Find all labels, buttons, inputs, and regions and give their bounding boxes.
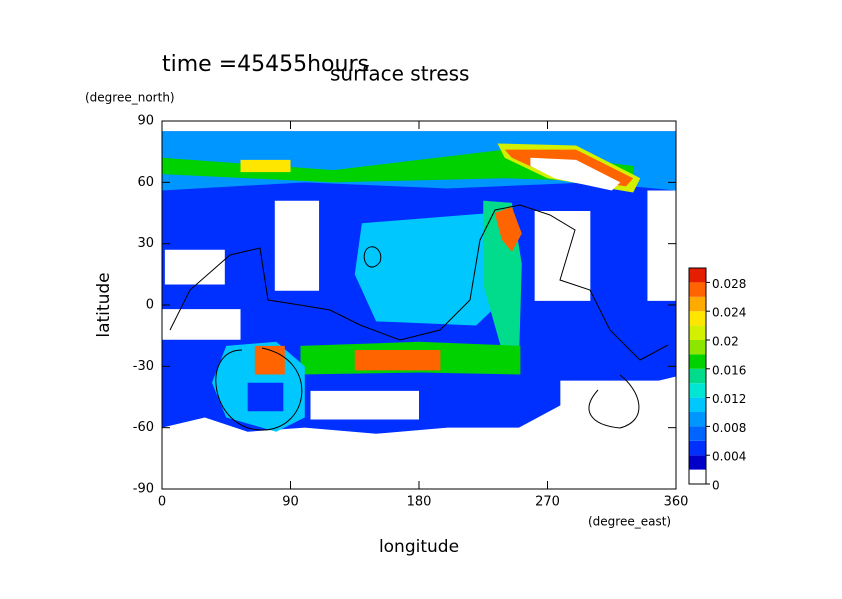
colorbar-tick-label: 0.004 — [712, 450, 746, 464]
contour-region — [494, 206, 522, 252]
contour-region — [560, 380, 676, 440]
contour-region — [310, 390, 419, 420]
contour-region — [647, 190, 676, 301]
colorbar-swatch — [689, 340, 706, 355]
colorbar-tick-label: 0 — [712, 479, 720, 493]
x-tick-label: 360 — [664, 495, 689, 510]
y-unit: (degree_north) — [85, 91, 175, 105]
colorbar-swatch — [689, 426, 706, 441]
colorbar-swatch — [689, 296, 706, 312]
colorbar-swatch — [689, 397, 706, 412]
x-axis-label: longitude — [379, 537, 459, 557]
colorbar-swatch — [689, 368, 706, 384]
colorbar-swatch — [689, 311, 706, 326]
colorbar-tick-label: 0.012 — [712, 392, 746, 406]
time-label: time =45455hours — [162, 52, 369, 77]
colorbar-swatch — [689, 383, 706, 398]
y-tick-label: -60 — [133, 420, 154, 435]
y-tick-label: 60 — [137, 175, 154, 190]
y-tick-label: -30 — [133, 359, 154, 374]
colorbar-tick-label: 0.008 — [712, 421, 746, 435]
colorbar-swatch — [689, 282, 706, 297]
colorbar-tick-label: 0.024 — [712, 306, 746, 320]
y-tick-label: -90 — [133, 482, 154, 497]
colorbar-swatch — [689, 440, 706, 456]
contour-region — [354, 349, 441, 371]
chart-title: surface stress — [330, 62, 469, 86]
colorbar-swatch — [689, 455, 706, 470]
y-tick-label: 90 — [137, 114, 154, 129]
colorbar-swatch — [689, 354, 706, 369]
x-tick-label: 180 — [407, 495, 432, 510]
y-axis-label: latitude — [94, 272, 114, 337]
contour-field — [162, 131, 676, 440]
contour-region — [164, 249, 225, 285]
colorbar-swatch — [689, 469, 706, 484]
x-unit: (degree_east) — [588, 515, 671, 529]
x-tick-label: 90 — [282, 495, 299, 510]
colorbar-frame — [688, 267, 707, 485]
colorbar-tick-label: 0.028 — [712, 277, 746, 291]
y-tick-label: 30 — [137, 236, 154, 251]
contour-region — [534, 210, 591, 301]
contour-region — [240, 159, 291, 173]
colorbar-swatch — [689, 412, 706, 427]
contour-region — [530, 157, 621, 191]
contour-region — [354, 213, 519, 326]
x-tick-label: 270 — [535, 495, 560, 510]
colorbar-swatch — [689, 325, 706, 340]
colorbar-swatch — [689, 268, 706, 283]
contour-region — [274, 200, 320, 291]
coastline — [169, 204, 669, 431]
y-tick-label: 0 — [146, 298, 154, 313]
contour-region — [247, 382, 284, 412]
colorbar-tick-label: 0.02 — [712, 335, 739, 349]
x-tick-label: 0 — [158, 495, 166, 510]
colorbar-tick-label: 0.016 — [712, 363, 746, 377]
contour-region — [162, 309, 241, 340]
